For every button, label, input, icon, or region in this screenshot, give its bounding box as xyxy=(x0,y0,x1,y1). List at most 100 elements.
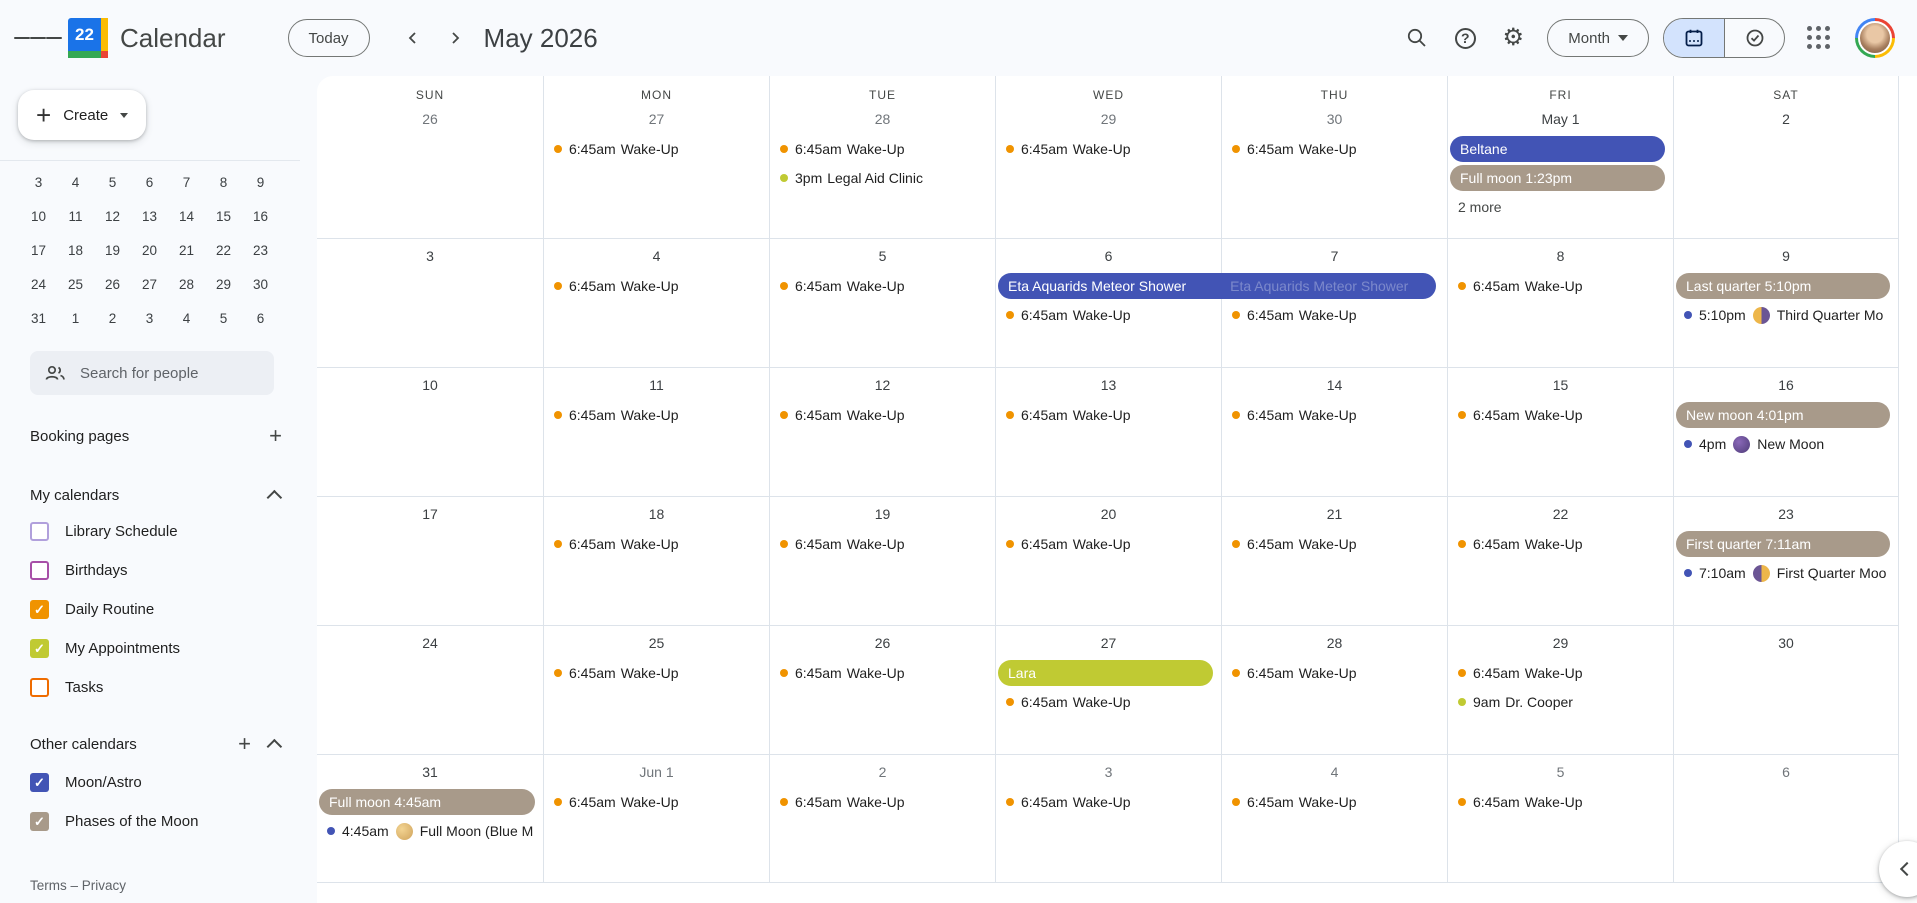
timed-event[interactable]: 4pm New Moon xyxy=(1674,431,1898,457)
mini-calendar-day[interactable]: 4 xyxy=(182,310,191,326)
hamburger-menu-icon[interactable] xyxy=(14,14,62,62)
day-cell[interactable]: 4 6:45am Wake-Up xyxy=(1221,754,1447,883)
day-cell[interactable]: 2 6:45am Wake-Up xyxy=(769,754,995,883)
date-number[interactable]: 24 xyxy=(422,635,438,651)
date-number[interactable]: 26 xyxy=(874,635,891,651)
date-number[interactable]: 5 xyxy=(1556,764,1565,780)
date-number[interactable]: 30 xyxy=(1778,635,1794,651)
mini-calendar-day[interactable]: 15 xyxy=(215,208,232,224)
mini-calendar-day[interactable]: 19 xyxy=(104,242,121,258)
timed-event[interactable]: 6:45am Wake-Up xyxy=(544,660,769,686)
checked-checkbox[interactable]: ✓ xyxy=(30,639,49,658)
timed-event[interactable]: 6:45am Wake-Up xyxy=(544,531,769,557)
calendar-list-item[interactable]: ✓ Daily Routine xyxy=(30,590,317,629)
day-cell[interactable]: SUN 26 xyxy=(317,76,543,238)
all-day-event[interactable]: First quarter 7:11am xyxy=(1676,531,1890,557)
timed-event[interactable]: 6:45am Wake-Up xyxy=(996,402,1221,428)
calendar-view-toggle[interactable] xyxy=(1664,19,1724,57)
mini-calendar-day[interactable]: 27 xyxy=(141,276,158,292)
multi-day-event-banner[interactable]: Eta Aquarids Meteor Shower Eta Aquarids M… xyxy=(998,273,1436,299)
timed-event[interactable]: 6:45am Wake-Up xyxy=(1448,789,1673,815)
timed-event[interactable]: 6:45am Wake-Up xyxy=(544,789,769,815)
day-cell[interactable]: 26 6:45am Wake-Up xyxy=(769,625,995,754)
all-day-event[interactable]: Full moon 4:45am xyxy=(319,789,535,815)
mini-calendar-day[interactable]: 29 xyxy=(215,276,232,292)
date-number[interactable]: 4 xyxy=(652,248,661,264)
day-cell[interactable]: SAT 2 xyxy=(1673,76,1899,238)
date-number[interactable]: 16 xyxy=(1778,377,1794,393)
view-selector-dropdown[interactable]: Month xyxy=(1547,19,1649,57)
next-month-button[interactable] xyxy=(434,17,476,59)
terms-privacy-links[interactable]: Terms – Privacy xyxy=(30,878,127,893)
day-cell[interactable]: 30 xyxy=(1673,625,1899,754)
calendar-list-item[interactable]: ✓ My Appointments xyxy=(30,629,317,668)
timed-event[interactable]: 3pm Legal Aid Clinic xyxy=(770,165,995,191)
help-button[interactable]: ? xyxy=(1441,14,1489,62)
timed-event[interactable]: 6:45am Wake-Up xyxy=(544,273,769,299)
unchecked-checkbox[interactable] xyxy=(30,522,49,541)
user-avatar[interactable] xyxy=(1855,18,1895,58)
unchecked-checkbox[interactable] xyxy=(30,678,49,697)
mini-calendar-day[interactable]: 3 xyxy=(145,310,154,326)
date-number[interactable]: 31 xyxy=(422,764,438,780)
timed-event[interactable]: 6:45am Wake-Up xyxy=(1448,273,1673,299)
date-number[interactable]: May 1 xyxy=(1541,111,1580,127)
date-number[interactable]: 3 xyxy=(1104,764,1113,780)
timed-event[interactable]: 6:45am Wake-Up xyxy=(770,273,995,299)
date-number[interactable]: 29 xyxy=(1100,111,1117,127)
date-number[interactable]: 5 xyxy=(878,248,887,264)
date-number[interactable]: 30 xyxy=(1326,111,1343,127)
day-cell[interactable]: 16 New moon 4:01pm 4pm New Moon xyxy=(1673,367,1899,496)
chevron-up-icon[interactable] xyxy=(266,738,283,754)
day-cell[interactable]: TUE 28 6:45am Wake-Up 3pm Legal Aid Clinic xyxy=(769,76,995,238)
mini-calendar-day[interactable]: 31 xyxy=(30,310,47,326)
mini-calendar-day[interactable]: 25 xyxy=(67,276,84,292)
add-booking-page-icon[interactable]: + xyxy=(269,423,282,448)
mini-calendar-day[interactable]: 6 xyxy=(145,174,154,190)
mini-calendar-day[interactable]: 18 xyxy=(67,242,84,258)
unchecked-checkbox[interactable] xyxy=(30,561,49,580)
day-cell[interactable]: 3 6:45am Wake-Up xyxy=(995,754,1221,883)
timed-event[interactable]: 6:45am Wake-Up xyxy=(1222,531,1447,557)
day-cell[interactable]: 19 6:45am Wake-Up xyxy=(769,496,995,625)
mini-calendar-day[interactable]: 16 xyxy=(252,208,269,224)
mini-calendar-day[interactable]: 10 xyxy=(30,208,47,224)
all-day-event[interactable]: Last quarter 5:10pm xyxy=(1676,273,1890,299)
calendar-list-item[interactable]: ✓ Phases of the Moon xyxy=(30,802,317,841)
date-number[interactable]: 2 xyxy=(878,764,887,780)
more-events-link[interactable]: 2 more xyxy=(1458,199,1502,215)
day-cell[interactable]: 22 6:45am Wake-Up xyxy=(1447,496,1673,625)
other-calendars-header[interactable]: Other calendars + xyxy=(30,733,283,755)
day-cell[interactable]: 6 xyxy=(1673,754,1899,883)
timed-event[interactable]: 6:45am Wake-Up xyxy=(544,402,769,428)
timed-event[interactable]: 6:45am Wake-Up xyxy=(996,789,1221,815)
tasks-view-toggle[interactable] xyxy=(1724,19,1784,57)
checked-checkbox[interactable]: ✓ xyxy=(30,600,49,619)
timed-event[interactable]: 4:45am Full Moon (Blue M xyxy=(317,818,543,844)
date-number[interactable]: 27 xyxy=(1100,635,1117,651)
day-cell[interactable]: 17 xyxy=(317,496,543,625)
day-cell[interactable]: 18 6:45am Wake-Up xyxy=(543,496,769,625)
date-number[interactable]: 28 xyxy=(874,111,891,127)
calendar-list-item[interactable]: Library Schedule xyxy=(30,512,317,551)
mini-calendar-day[interactable]: 7 xyxy=(182,174,191,190)
timed-event[interactable]: 6:45am Wake-Up xyxy=(1222,302,1447,328)
chevron-up-icon[interactable] xyxy=(266,489,283,506)
date-number[interactable]: 28 xyxy=(1326,635,1343,651)
timed-event[interactable]: 6:45am Wake-Up xyxy=(770,136,995,162)
prev-month-button[interactable] xyxy=(392,17,434,59)
day-cell[interactable]: 4 6:45am Wake-Up xyxy=(543,238,769,367)
timed-event[interactable]: 6:45am Wake-Up xyxy=(1448,531,1673,557)
timed-event[interactable]: 9am Dr. Cooper xyxy=(1448,689,1673,715)
day-cell[interactable]: WED 29 6:45am Wake-Up xyxy=(995,76,1221,238)
date-number[interactable]: 13 xyxy=(1100,377,1117,393)
timed-event[interactable]: 6:45am Wake-Up xyxy=(996,302,1221,328)
day-cell[interactable]: 11 6:45am Wake-Up xyxy=(543,367,769,496)
search-button[interactable] xyxy=(1393,14,1441,62)
date-number[interactable]: 2 xyxy=(1782,111,1790,127)
date-number[interactable]: 25 xyxy=(648,635,665,651)
google-apps-button[interactable] xyxy=(1795,14,1843,62)
date-number[interactable]: 8 xyxy=(1556,248,1565,264)
day-cell[interactable]: 9 Last quarter 5:10pm 5:10pm Third Quarter … xyxy=(1673,238,1899,367)
day-cell[interactable]: MON 27 6:45am Wake-Up xyxy=(543,76,769,238)
